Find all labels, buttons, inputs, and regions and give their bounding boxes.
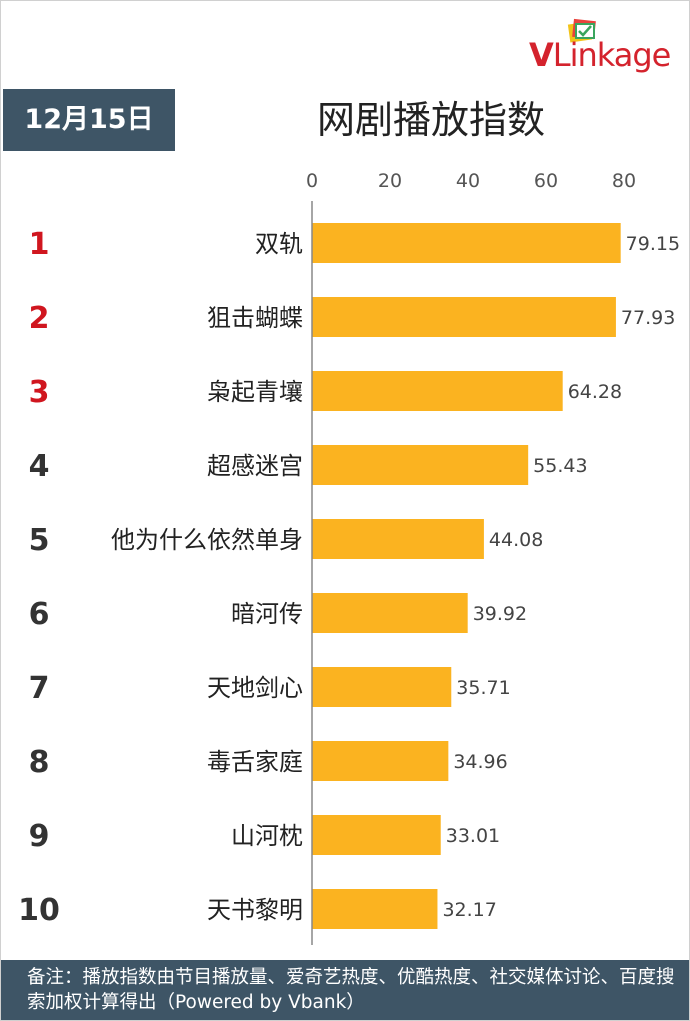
rank-number: 5: [29, 523, 50, 558]
category-label: 狙击蝴蝶: [207, 304, 303, 332]
x-tick-label: 0: [306, 170, 318, 192]
bar-value-label: 39.92: [473, 603, 527, 625]
logo-emblem-icon: [567, 18, 596, 43]
x-tick-label: 20: [378, 170, 402, 192]
bar-value-label: 34.96: [453, 751, 507, 773]
logo-wordmark-rest: Linkage: [552, 36, 672, 74]
bar-value-label: 79.15: [626, 233, 680, 255]
rank-number: 9: [29, 819, 50, 854]
bar: [312, 519, 484, 559]
category-label: 超感迷宫: [207, 452, 303, 480]
bar: [312, 297, 616, 337]
bar-value-label: 32.17: [442, 899, 496, 921]
category-label: 暗河传: [231, 600, 303, 628]
x-tick-label: 60: [534, 170, 558, 192]
x-tick-label: 40: [456, 170, 480, 192]
rank-number: 1: [29, 227, 50, 262]
rank-number: 3: [29, 375, 50, 410]
chart-title: 网剧播放指数: [316, 98, 545, 142]
bar-value-label: 33.01: [446, 825, 500, 847]
bar-value-label: 64.28: [568, 381, 622, 403]
vlinkage-logo: VLinkage: [529, 15, 687, 77]
bar: [312, 815, 441, 855]
bar: [312, 741, 449, 781]
category-label: 他为什么依然单身: [111, 526, 303, 554]
rank-number: 7: [29, 671, 50, 706]
bar: [312, 667, 452, 707]
bar: [312, 889, 438, 929]
bar-value-label: 55.43: [533, 455, 587, 477]
category-label: 毒舌家庭: [207, 748, 303, 776]
footnote: 备注：播放指数由节目播放量、爱奇艺热度、优酷热度、社交媒体讨论、百度搜索加权计算…: [1, 960, 689, 1020]
logo-wordmark-v: V: [529, 36, 554, 74]
rank-number: 4: [29, 449, 50, 484]
bar-chart: 0 20 40 60 80 79.15 双轨 1 77.93 狙击蝴蝶 2 64.28 枭起青壤 3 55.…: [18, 170, 680, 945]
bar: [312, 593, 468, 633]
bar-value-label: 77.93: [621, 307, 675, 329]
rank-number: 6: [29, 597, 50, 632]
bar-value-label: 44.08: [489, 529, 543, 551]
category-label: 天地剑心: [207, 674, 303, 702]
rank-number: 2: [29, 301, 50, 336]
category-label: 双轨: [255, 230, 303, 258]
bar: [312, 223, 621, 263]
category-label: 枭起青壤: [207, 378, 303, 406]
bar: [312, 445, 529, 485]
logo-wordmark: VLinkage: [529, 36, 672, 74]
category-label: 天书黎明: [207, 896, 303, 924]
category-label: 山河枕: [231, 822, 303, 850]
bar-value-label: 35.71: [456, 677, 510, 699]
date-badge: 12月15日: [3, 89, 175, 151]
rank-number: 8: [29, 745, 50, 780]
x-tick-label: 80: [612, 170, 636, 192]
bar: [312, 371, 563, 411]
rank-number: 10: [18, 893, 60, 928]
